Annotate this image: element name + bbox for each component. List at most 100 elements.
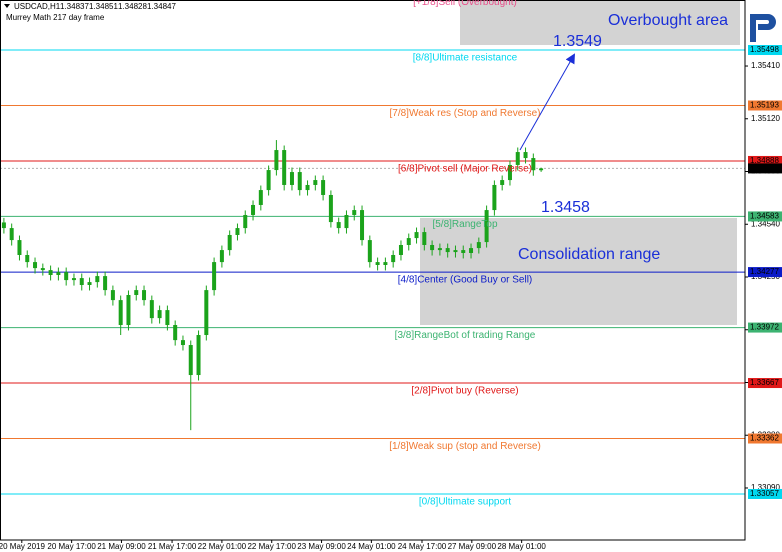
candle-body — [118, 300, 123, 326]
chart-title: USDCAD,H1 — [14, 2, 61, 11]
candle-body — [204, 290, 209, 336]
level-label: [4/8]Center (Good Buy or Sell) — [398, 275, 533, 286]
candle-body — [251, 204, 256, 215]
y-tick-label: 1.33090 — [751, 483, 780, 492]
level-label: [0/8]Ultimate support — [419, 497, 511, 508]
level-price-box — [748, 45, 782, 56]
level-price: 1.33667 — [750, 378, 779, 387]
candle-body — [40, 268, 45, 271]
header-icon — [4, 4, 10, 8]
x-tick-label: 22 May 01:00 — [198, 542, 247, 551]
candle-body — [33, 262, 38, 269]
level-price-box — [748, 267, 782, 278]
candle-body — [235, 228, 240, 235]
candle-body — [336, 222, 341, 229]
candle-body — [149, 300, 154, 319]
current-price: 1.34847 — [750, 164, 779, 173]
candle-body — [414, 232, 419, 239]
candle-body — [56, 272, 61, 276]
consolidation-zone — [420, 218, 737, 325]
candle-body — [227, 234, 232, 251]
candle-body — [391, 254, 396, 263]
level-price-box — [748, 155, 782, 166]
x-tick-label: 27 May 09:00 — [448, 542, 497, 551]
x-tick-label: 20 May 2019 — [0, 542, 45, 551]
header-high: 1.34851 — [89, 2, 118, 11]
candle-body — [173, 325, 178, 341]
level-label: [+1/8]Sell (Overbought) — [413, 0, 517, 8]
candle-body — [95, 276, 100, 283]
candle-body — [344, 214, 349, 229]
level-price: 1.34888 — [750, 156, 779, 165]
candle-body — [180, 340, 185, 346]
candle-body — [87, 282, 92, 286]
candle-body — [492, 184, 497, 211]
annotation: 1.3549 — [553, 33, 602, 50]
candle-body — [313, 180, 318, 185]
candle-body — [134, 290, 139, 296]
candle-body — [165, 310, 170, 326]
level-price: 1.33057 — [750, 489, 779, 498]
candle-body — [507, 164, 512, 181]
candle-body — [430, 244, 435, 251]
level-price: 1.34583 — [750, 212, 779, 221]
candle-body — [71, 278, 76, 281]
candle-body — [79, 278, 84, 286]
candle-body — [64, 272, 69, 281]
candle-body — [453, 250, 458, 253]
header-open: 1.34837 — [60, 2, 89, 11]
candle-body — [297, 172, 302, 191]
candle-body — [484, 210, 489, 243]
level-price-box — [748, 100, 782, 111]
candle-body — [515, 152, 520, 165]
annotation: 1.3458 — [541, 199, 590, 216]
candle-body — [17, 240, 22, 255]
candle-body — [25, 254, 30, 263]
candle-body — [243, 214, 248, 229]
candle-body — [523, 152, 528, 159]
candle-body — [196, 335, 201, 376]
candle-body — [188, 345, 193, 376]
candle-body — [531, 158, 536, 171]
x-tick-label: 24 May 17:00 — [398, 542, 447, 551]
candle-body — [142, 290, 147, 301]
current-price-box — [748, 163, 782, 174]
level-price: 1.34277 — [750, 267, 779, 276]
x-tick-label: 21 May 17:00 — [148, 542, 197, 551]
arrow — [519, 53, 575, 151]
level-price: 1.35193 — [750, 101, 779, 110]
x-tick-label: 21 May 09:00 — [97, 542, 146, 551]
candle-body — [367, 240, 372, 263]
y-tick-label: 1.35410 — [751, 61, 780, 70]
candle-body — [445, 248, 450, 253]
candle-body — [461, 250, 466, 253]
x-tick-label: 20 May 17:00 — [47, 542, 96, 551]
x-tick-label: 24 May 01:00 — [347, 542, 396, 551]
candle-body — [328, 194, 333, 223]
candle-body — [258, 190, 263, 205]
level-price: 1.33362 — [750, 434, 779, 443]
candle-body — [437, 248, 442, 251]
level-price: 1.33972 — [750, 323, 779, 332]
candle-body — [282, 150, 287, 185]
candle-body — [383, 262, 388, 265]
candle-body — [476, 242, 481, 249]
level-label: [7/8]Weak res (Stop and Reverse) — [390, 108, 541, 119]
level-price-box — [748, 433, 782, 444]
x-tick-label: 22 May 17:00 — [247, 542, 296, 551]
candle-body — [375, 262, 380, 265]
level-label: [2/8]Pivot buy (Reverse) — [411, 386, 518, 397]
candle-body — [274, 150, 279, 171]
candle-body — [539, 168, 544, 171]
candle-body — [266, 170, 271, 191]
header-low: 1.34828 — [118, 2, 147, 11]
plot-frame — [0, 0, 746, 541]
candle-body — [500, 180, 505, 185]
y-tick-label: 1.34540 — [751, 219, 780, 228]
candle-body — [360, 210, 365, 241]
level-price: 1.35498 — [750, 45, 779, 54]
candle-body — [289, 172, 294, 185]
candle-body — [406, 238, 411, 245]
logo — [746, 10, 776, 44]
